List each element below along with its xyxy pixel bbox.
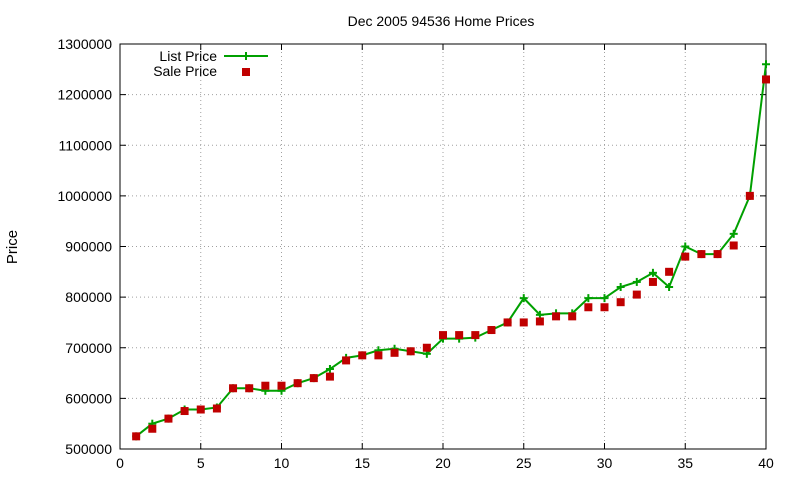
- list-price-point: [600, 294, 609, 303]
- chart-title: Dec 2005 94536 Home Prices: [348, 13, 535, 29]
- sale-price-point: [325, 372, 334, 381]
- legend: List Price Sale Price: [153, 48, 268, 79]
- grid-lines: [120, 44, 766, 449]
- sale-price-point: [358, 351, 367, 360]
- sale-price-point: [132, 432, 141, 441]
- list-price-point: [632, 277, 641, 286]
- sale-price-point: [713, 250, 722, 259]
- list-price-point: [648, 268, 657, 277]
- y-tick-label: 1000000: [57, 188, 112, 204]
- legend-sample-sale-price: [242, 68, 250, 76]
- x-tick-label: 0: [116, 455, 124, 471]
- sale-price-point: [196, 405, 205, 414]
- x-tick-label: 40: [758, 455, 774, 471]
- list-price-line: [135, 64, 767, 438]
- sale-price-point: [390, 348, 399, 357]
- sale-price-point: [293, 379, 302, 388]
- sale-price-point: [406, 347, 415, 356]
- x-tick-label: 25: [516, 455, 532, 471]
- sale-price-point: [552, 312, 561, 321]
- sale-price-point: [309, 374, 318, 383]
- sale-price-point: [697, 250, 706, 259]
- list-price-point: [519, 294, 528, 303]
- sale-price-point: [745, 191, 754, 200]
- sale-price-point: [422, 343, 431, 352]
- sale-price-point: [519, 318, 528, 327]
- list-price-point: [665, 283, 674, 291]
- x-tick-label: 10: [274, 455, 290, 471]
- sale-price-point: [180, 407, 189, 416]
- sale-price-point: [148, 424, 157, 433]
- sale-price-point: [439, 331, 447, 340]
- y-tick-label: 1200000: [57, 87, 112, 103]
- x-tick-label: 30: [597, 455, 613, 471]
- sale-price-point: [584, 303, 593, 312]
- list-price-point: [584, 294, 593, 303]
- sale-price-point: [762, 75, 770, 84]
- sale-price-point: [535, 317, 544, 326]
- list-price-point: [325, 365, 334, 374]
- y-tick-label: 500000: [65, 441, 112, 457]
- sale-price-point: [648, 277, 657, 286]
- sale-price-point: [164, 414, 173, 423]
- sale-price-point: [568, 312, 577, 321]
- sale-price-point: [681, 252, 690, 261]
- y-tick-label: 700000: [65, 340, 112, 356]
- sale-price-point: [342, 356, 351, 365]
- y-tick-label: 1300000: [57, 36, 112, 52]
- sale-price-point: [212, 404, 221, 413]
- sale-price-point: [261, 381, 270, 390]
- x-tick-label: 20: [435, 455, 451, 471]
- sale-price-point: [455, 331, 464, 340]
- y-tick-label: 600000: [65, 390, 112, 406]
- x-tick-label: 15: [354, 455, 370, 471]
- y-tick-label: 900000: [65, 239, 112, 255]
- y-tick-label: 800000: [65, 289, 112, 305]
- sale-price-point: [245, 384, 254, 393]
- sale-price-point: [503, 318, 512, 327]
- sale-price-point: [471, 331, 480, 340]
- x-tick-label: 35: [677, 455, 693, 471]
- sale-price-point: [616, 298, 625, 307]
- legend-label-list-price: List Price: [159, 48, 217, 64]
- sale-price-point: [374, 351, 383, 360]
- y-tick-label: 1100000: [59, 137, 113, 153]
- legend-sample-list-price: [224, 52, 268, 60]
- list-price-point: [729, 229, 738, 238]
- list-price-point: [616, 283, 625, 291]
- y-axis-label: Price: [4, 230, 21, 264]
- list-price-point: [681, 242, 690, 251]
- sale-price-point: [729, 241, 738, 250]
- sale-price-point: [665, 267, 674, 276]
- sale-price-point: [600, 303, 609, 312]
- sale-price-point: [229, 384, 238, 393]
- sale-price-point: [632, 290, 641, 299]
- legend-label-sale-price: Sale Price: [153, 63, 217, 79]
- sale-price-point: [277, 381, 286, 390]
- x-tick-label: 5: [197, 455, 205, 471]
- list-price-point: [762, 60, 770, 69]
- sale-price-point: [487, 326, 496, 335]
- data-series: [132, 60, 770, 441]
- axes: 0 5 10 15 20 25 30 35 40 500000 600000 700000 800000…: [57, 36, 774, 471]
